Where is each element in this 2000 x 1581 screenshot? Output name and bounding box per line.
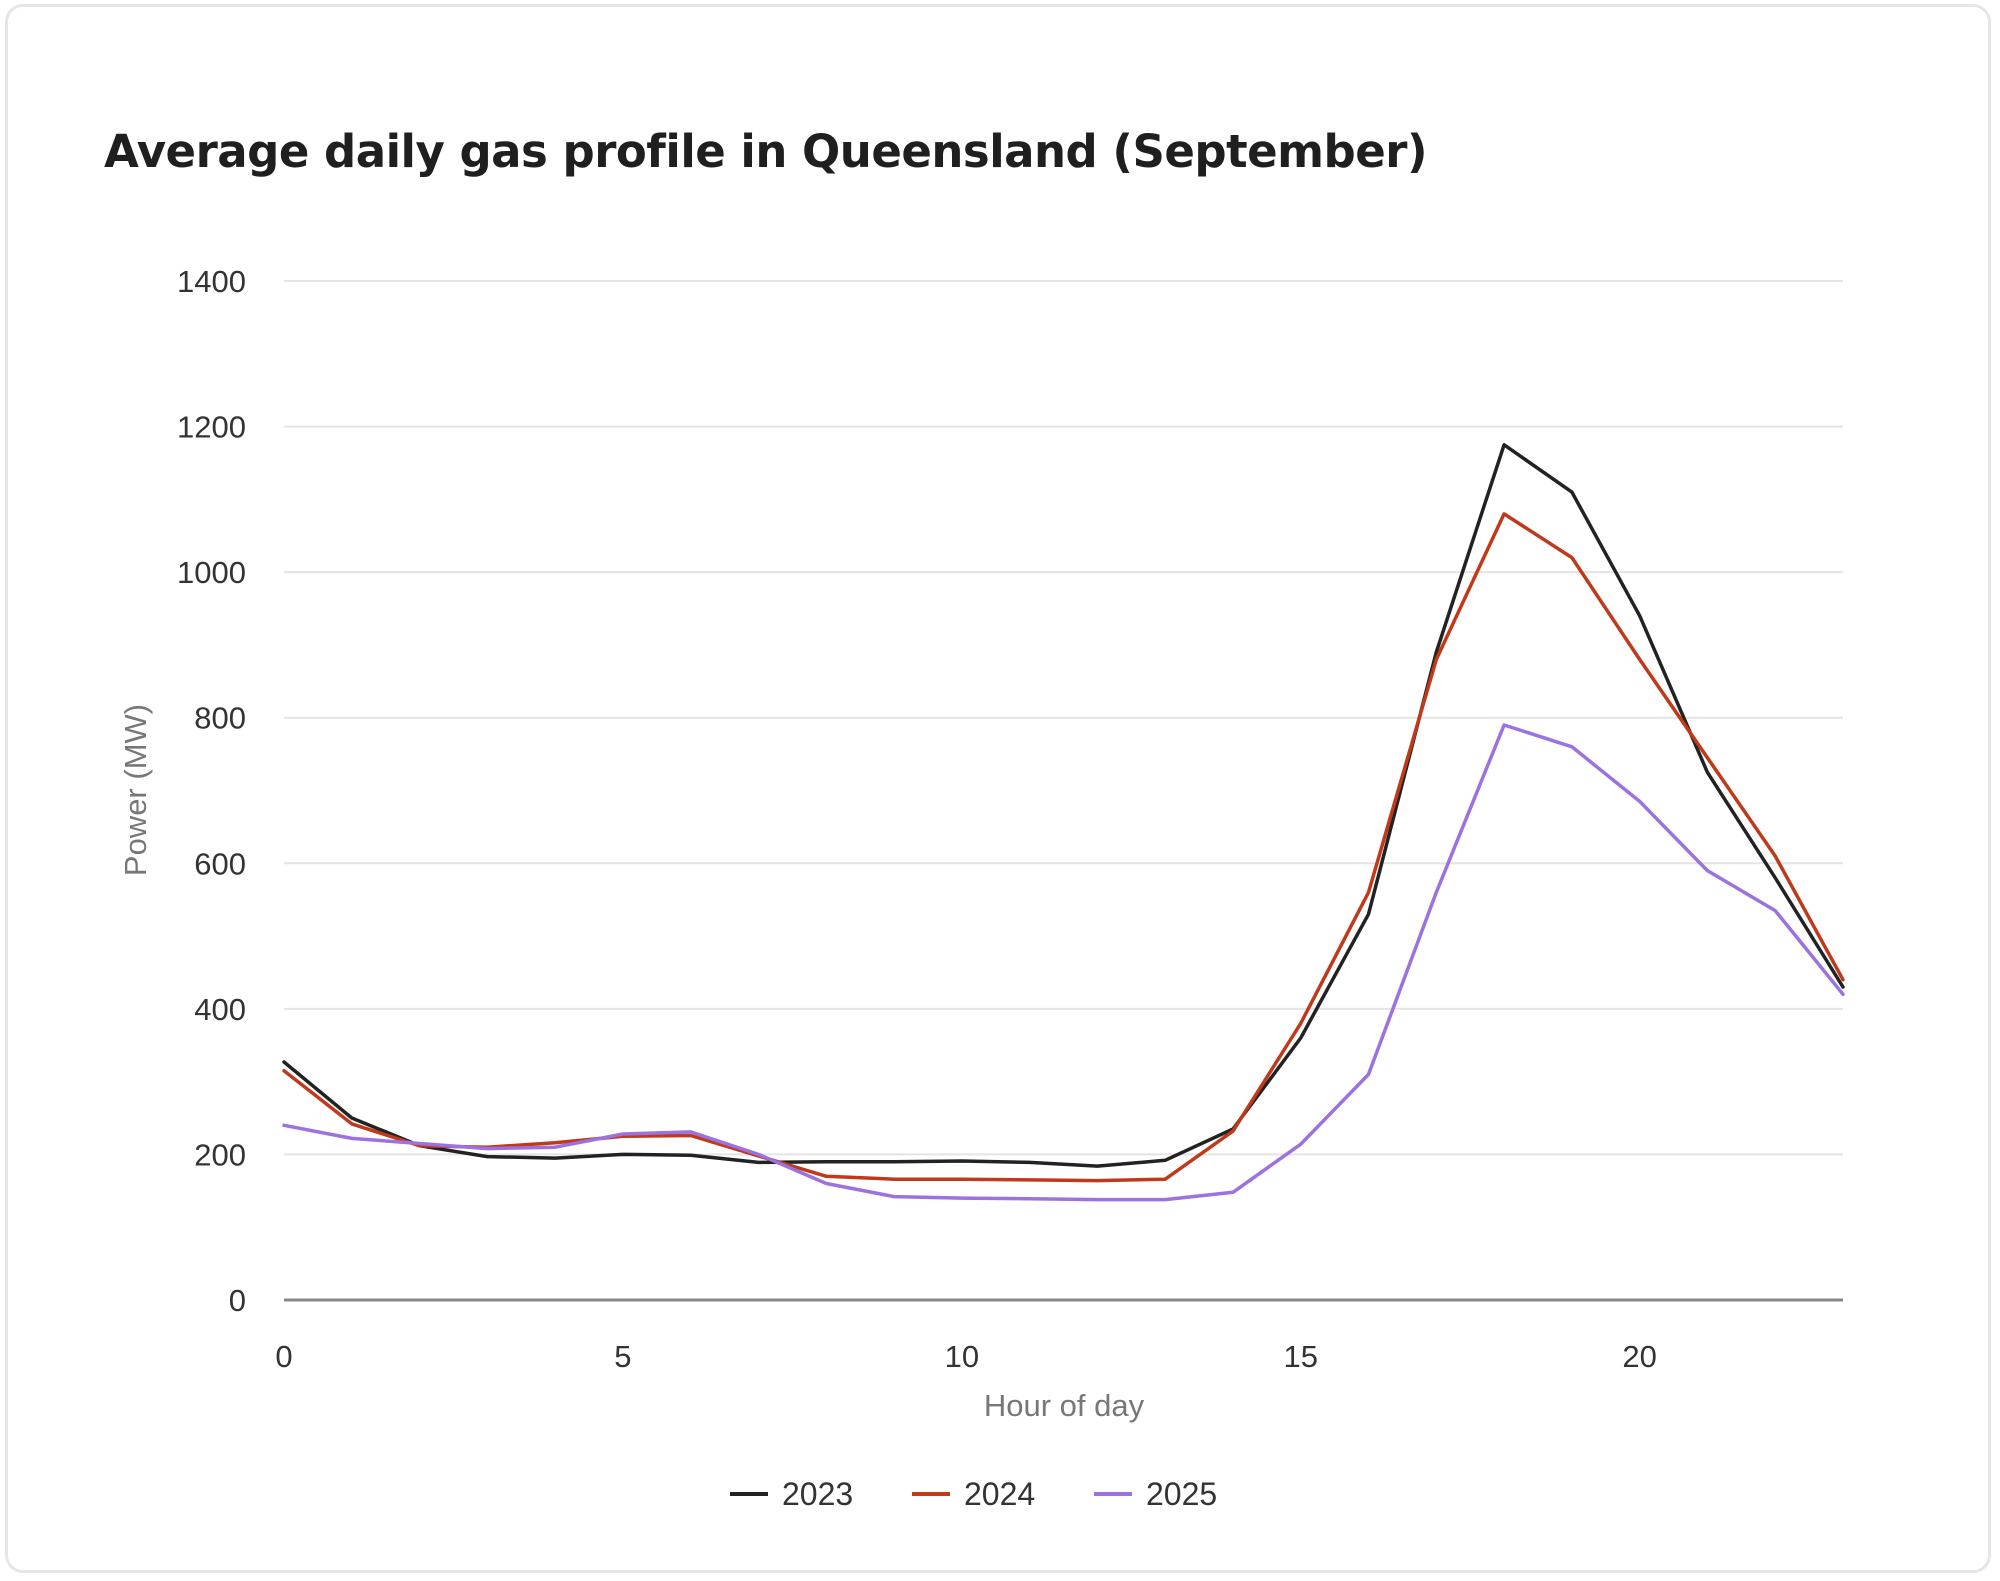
chart-title: Average daily gas profile in Queensland …: [104, 125, 1428, 178]
series-line-2024: [282, 512, 1845, 1183]
y-tick-label-0: 0: [229, 1283, 246, 1318]
series-lines: [282, 443, 1845, 1202]
y-axis-label: Power (MW): [118, 704, 153, 876]
series-line-2023: [282, 443, 1845, 1168]
x-tick-label-0: 0: [275, 1339, 292, 1374]
x-axis-ticks: 0 5 10 15 20: [275, 1339, 1657, 1374]
legend-item-2025: 2025: [1094, 1476, 1217, 1512]
x-tick-label-20: 20: [1622, 1339, 1656, 1374]
y-tick-label-400: 400: [194, 992, 246, 1027]
y-tick-label-1400: 1400: [177, 264, 246, 299]
legend-item-2023: 2023: [730, 1476, 853, 1512]
x-tick-label-10: 10: [945, 1339, 979, 1374]
y-tick-label-1000: 1000: [177, 555, 246, 590]
y-axis-ticks: 0 200 400 600 800 1000 1200 1400: [177, 264, 246, 1318]
x-tick-label-5: 5: [614, 1339, 631, 1374]
y-tick-label-800: 800: [194, 701, 246, 736]
gridlines: [284, 280, 1843, 1156]
legend: 2023 2024 2025: [730, 1476, 1217, 1512]
y-tick-label-600: 600: [194, 846, 246, 881]
chart-card: Average daily gas profile in Queensland …: [5, 4, 1991, 1573]
y-tick-label-200: 200: [194, 1137, 246, 1172]
legend-item-2024: 2024: [912, 1476, 1035, 1512]
x-axis-label: Hour of day: [984, 1388, 1145, 1423]
y-tick-label-1200: 1200: [177, 410, 246, 445]
series-line-2025: [282, 723, 1845, 1202]
x-tick-label-15: 15: [1283, 1339, 1317, 1374]
legend-label-2024: 2024: [964, 1476, 1035, 1512]
legend-label-2025: 2025: [1146, 1476, 1217, 1512]
legend-label-2023: 2023: [782, 1476, 853, 1512]
